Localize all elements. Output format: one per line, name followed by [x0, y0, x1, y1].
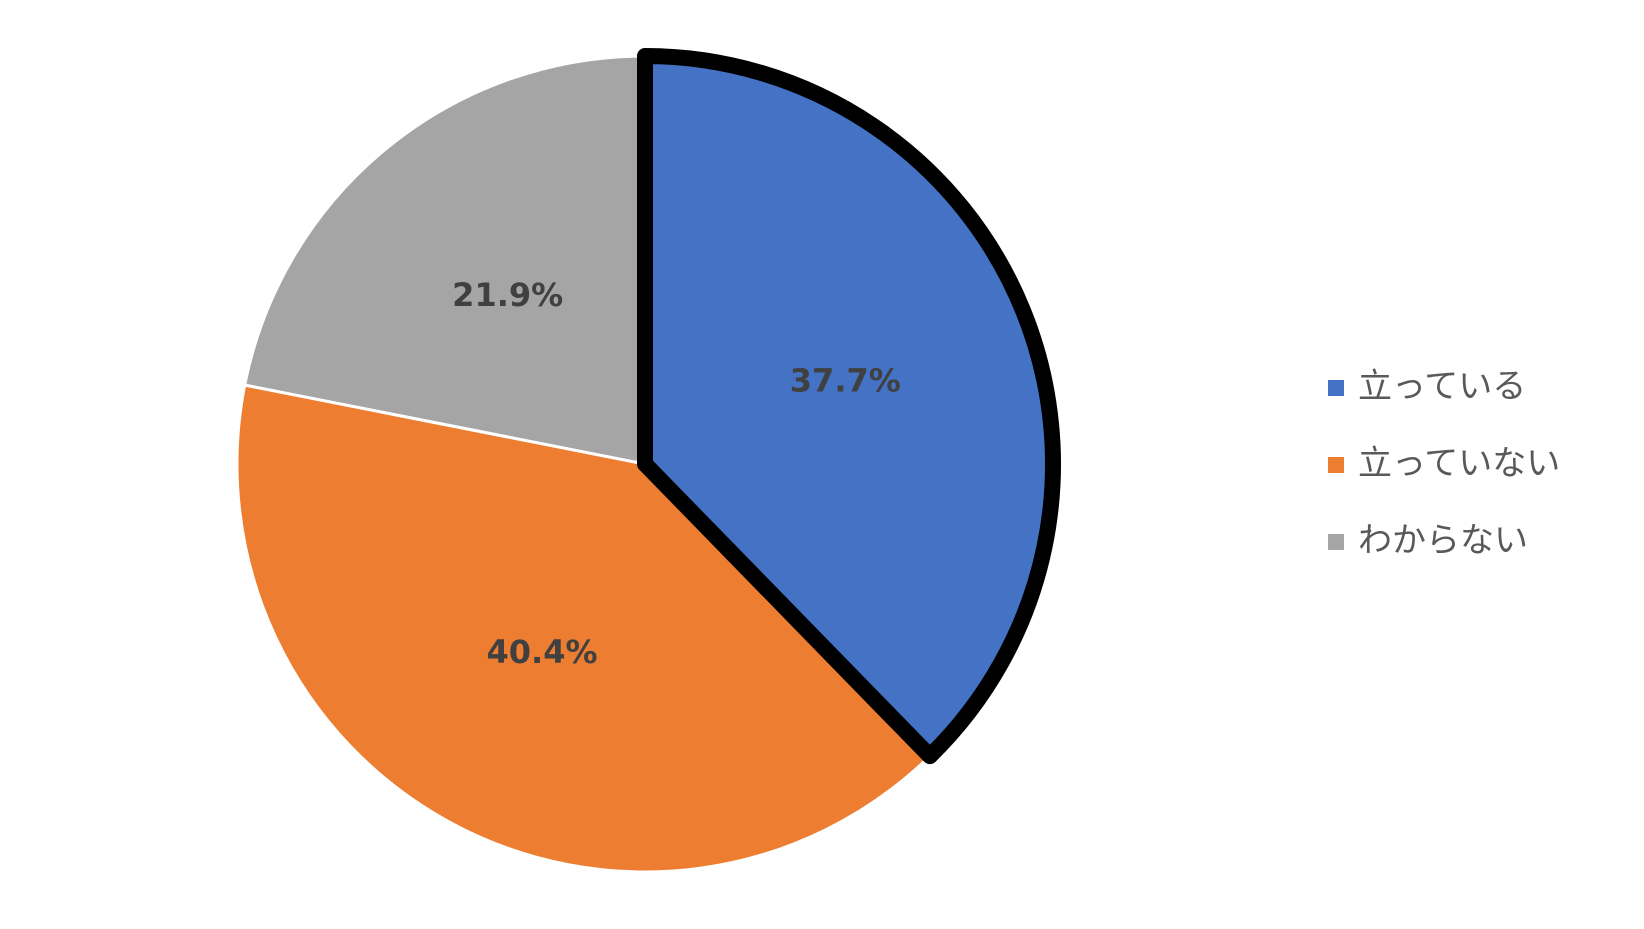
value-label: 37.7% — [790, 362, 901, 400]
legend-swatch — [1328, 457, 1344, 473]
legend-swatch — [1328, 534, 1344, 550]
pie-slice — [637, 48, 1061, 765]
legend-swatch — [1328, 380, 1344, 396]
legend-label: 立っている — [1358, 367, 1526, 407]
legend-label: わからない — [1358, 521, 1528, 561]
pie-slice — [243, 54, 647, 466]
value-label: 40.4% — [487, 633, 598, 671]
legend-label: 立っていない — [1358, 444, 1560, 484]
value-label: 21.9% — [452, 276, 563, 314]
pie-slice — [235, 383, 932, 874]
